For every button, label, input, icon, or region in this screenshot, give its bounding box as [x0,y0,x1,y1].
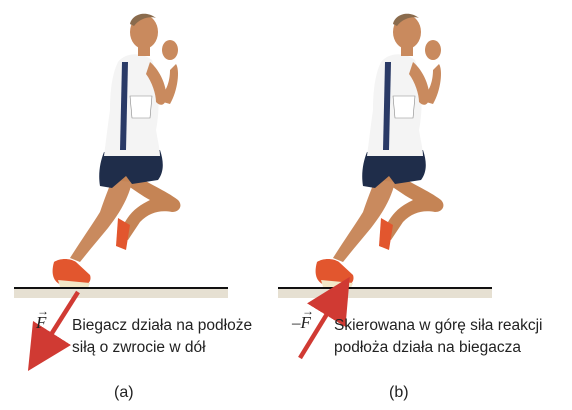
runner-b [315,13,444,289]
vector-arrow-icon: → [302,304,314,318]
ground-shadow-a [14,288,228,298]
caption-b-line1: Skierowana w górę siła reakcji [334,317,543,334]
panel-label-a: (a) [114,384,134,401]
panel-b-graphics [278,13,492,360]
caption-a: Biegacz działa na podłoże siłą o zwrocie… [72,315,252,359]
ground-shadow-b [278,288,492,298]
force-symbol-text-a: F [36,313,47,332]
caption-a-line1: Biegacz działa na podłoże [72,317,253,334]
force-symbol-b: → –F [292,304,314,333]
force-arrow-a [27,290,80,372]
runner-a [52,13,181,289]
panel-label-b: (b) [389,384,409,401]
force-arrow-b [298,276,350,360]
force-symbol-a: → F [36,304,49,333]
force-symbol-text-b: –F [292,313,311,332]
caption-a-line2: siłą o zwrocie w dół [72,339,206,356]
caption-b-line2: podłoża działa na biegacza [334,339,521,356]
vector-arrow-icon: → [37,304,49,318]
panel-a-graphics [14,13,228,372]
caption-b: Skierowana w górę siła reakcji podłoża d… [334,315,542,359]
